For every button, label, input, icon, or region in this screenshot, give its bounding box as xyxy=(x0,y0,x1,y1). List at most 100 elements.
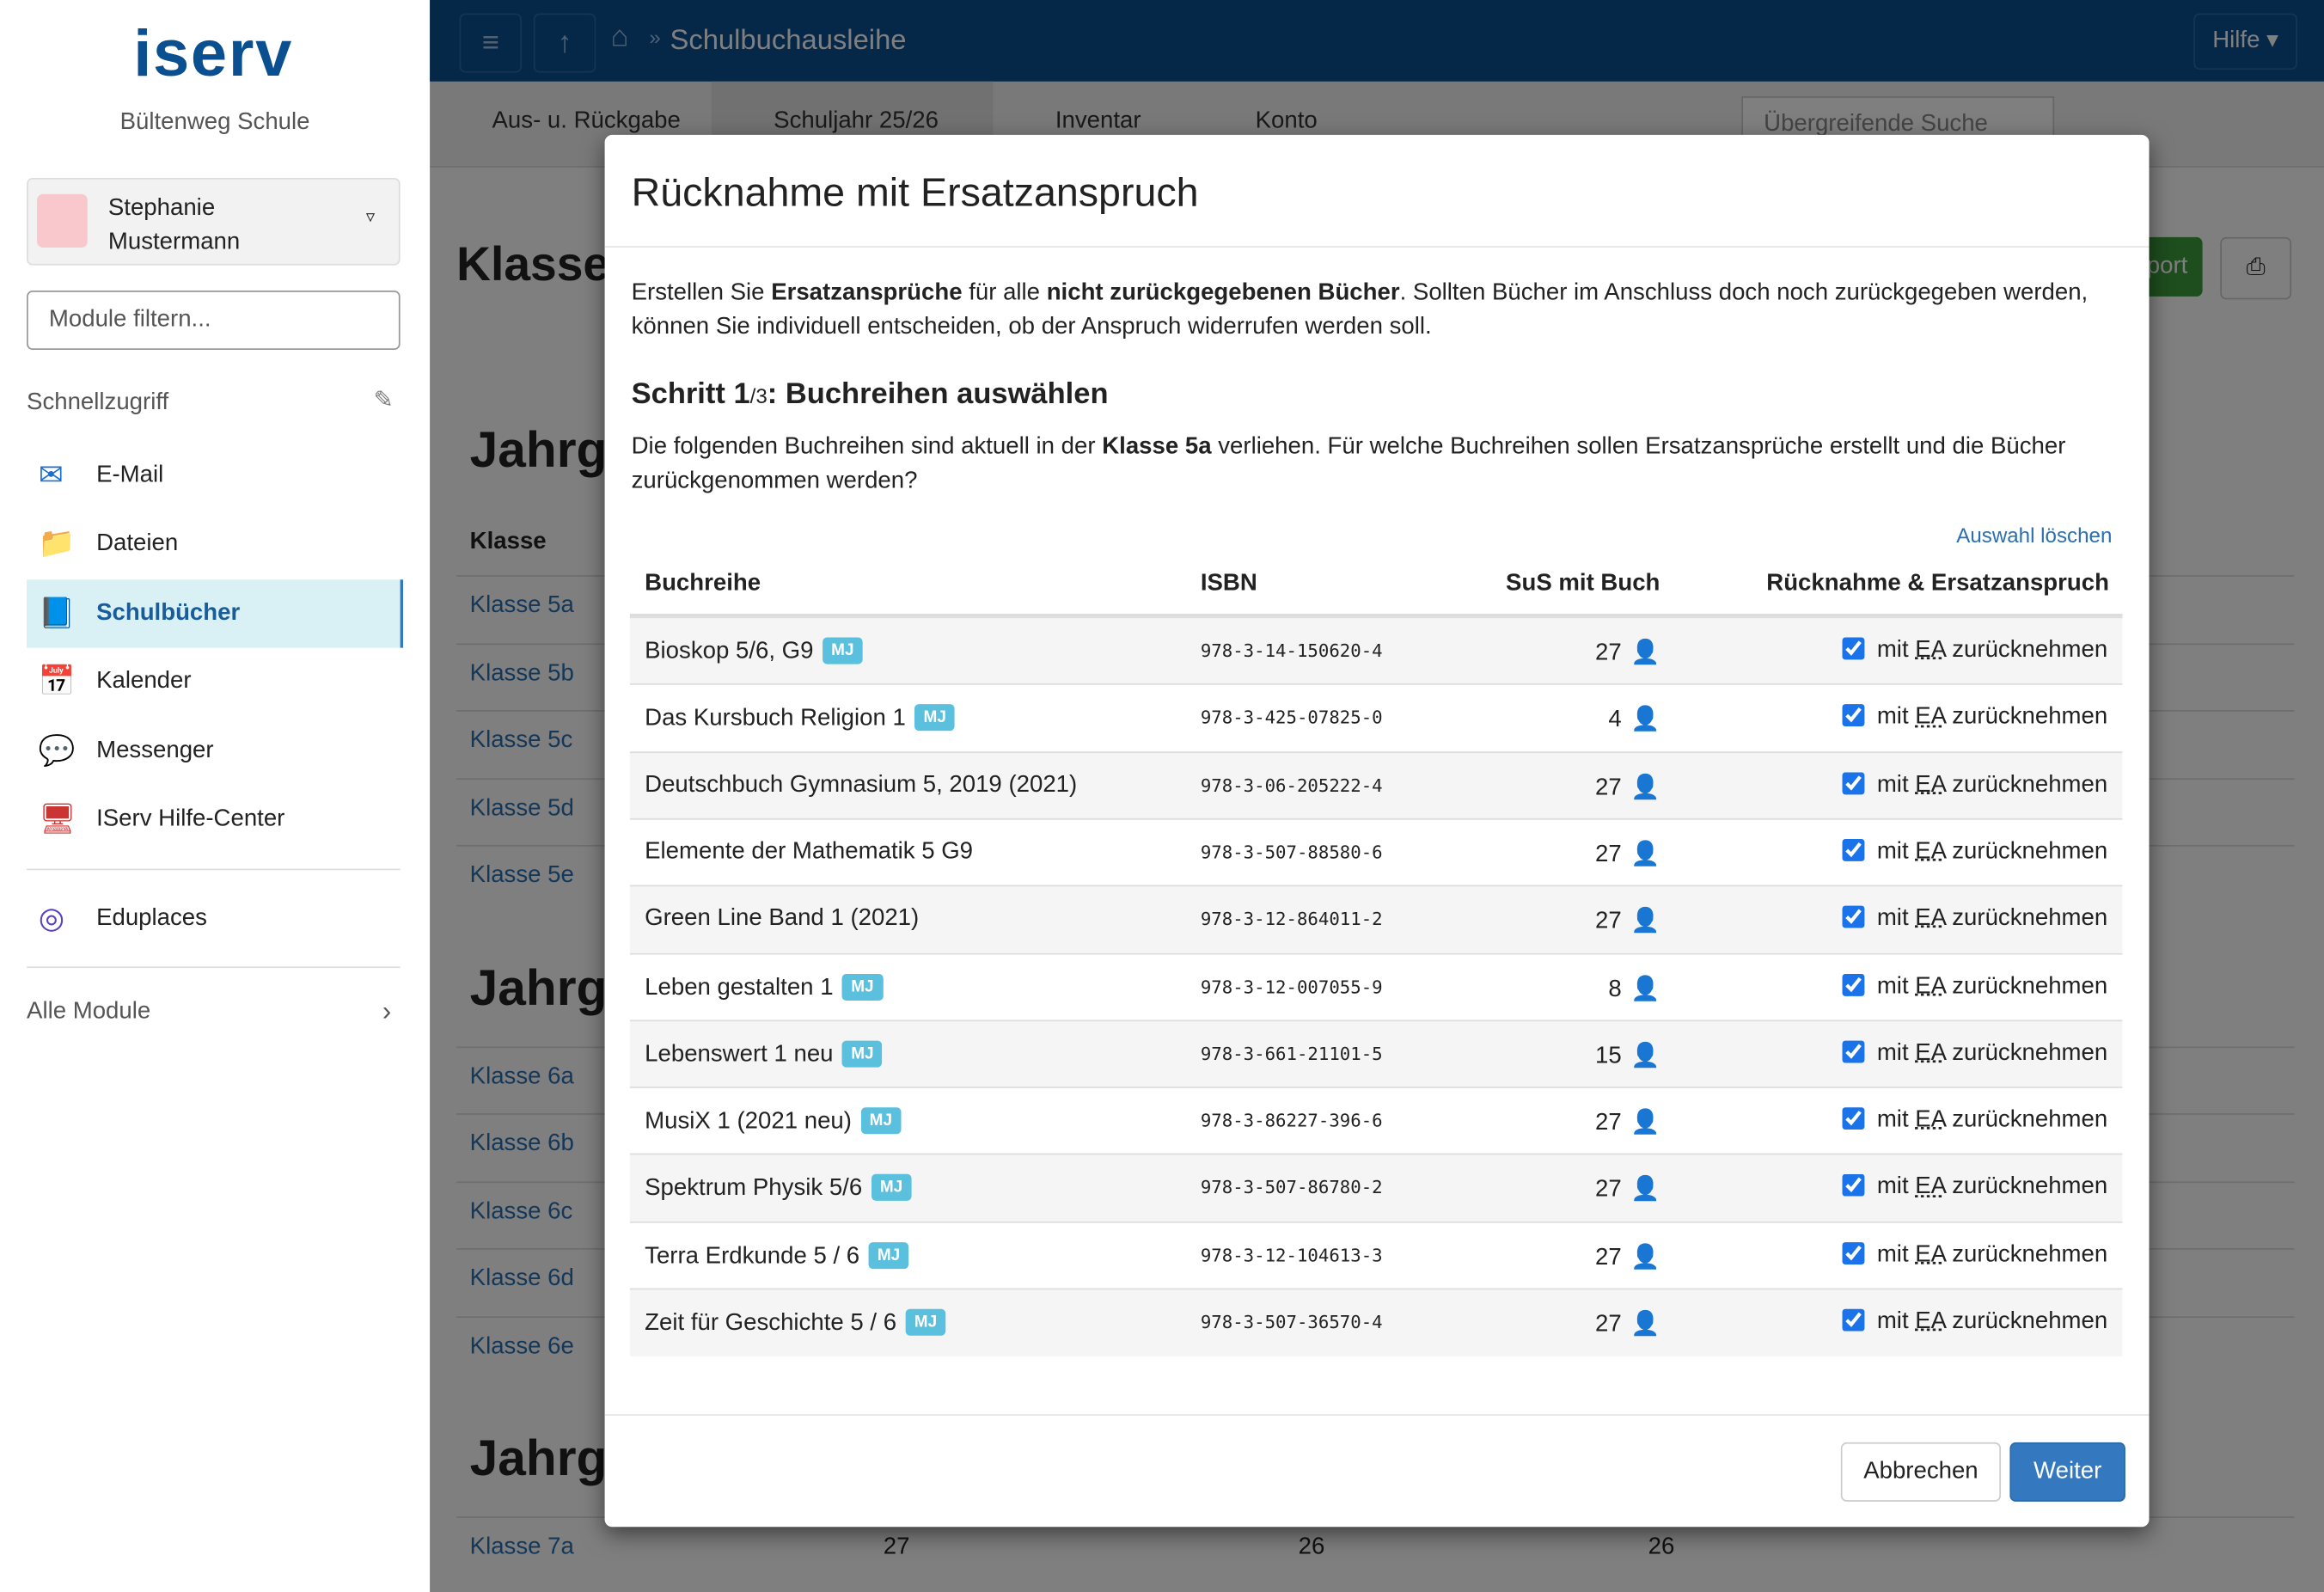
isbn: 978-3-12-104613-3 xyxy=(1200,1245,1383,1266)
checkbox[interactable] xyxy=(1843,1241,1866,1264)
person-icon: 👤 xyxy=(1630,775,1660,800)
checkbox[interactable] xyxy=(1843,1040,1866,1063)
check[interactable]: mit EA zurücknehmen xyxy=(1843,637,2108,664)
column-header: SuS mit Buch xyxy=(1506,570,1660,597)
column-header: ISBN xyxy=(1200,570,1257,597)
caret: ▿ xyxy=(365,205,376,227)
text: nicht zurückgegebenen Bücher xyxy=(1046,279,1400,306)
check[interactable]: mit EA zurücknehmen xyxy=(1843,905,2108,933)
book-title: MusiX 1 (2021 neu) xyxy=(645,1109,852,1135)
nav-label: Eduplaces xyxy=(96,905,207,931)
text: Erstellen Sie xyxy=(631,279,772,306)
check-text: zurücknehmen xyxy=(1945,1107,2108,1133)
badge: MJ xyxy=(860,1107,902,1135)
book-title: Green Line Band 1 (2021) xyxy=(645,905,920,932)
book-name: Spektrum Physik 5/6 MJ xyxy=(645,1174,912,1203)
person-icon: 👤 xyxy=(1630,1110,1660,1136)
check-text: zurücknehmen xyxy=(1945,771,2108,798)
nav-item[interactable]: 📁 Dateien xyxy=(27,511,401,579)
abbr: EA xyxy=(1915,1174,1946,1200)
check[interactable]: mit EA zurücknehmen xyxy=(1843,1107,2107,1134)
check[interactable]: mit EA zurücknehmen xyxy=(1843,1040,2107,1067)
abbr: EA xyxy=(1915,838,1946,865)
checkbox[interactable] xyxy=(1843,838,1866,861)
nav-item[interactable]: 📅 Kalender xyxy=(27,648,401,716)
check-text: mit xyxy=(1876,1174,1916,1200)
isbn: 978-3-507-88580-6 xyxy=(1200,842,1383,863)
check[interactable]: mit EA zurücknehmen xyxy=(1843,704,2108,732)
count-value: 27 xyxy=(1595,1312,1622,1338)
count-value: 27 xyxy=(1595,1110,1622,1136)
nav-label: E-Mail xyxy=(96,462,164,488)
edit-icon[interactable]: ✎ xyxy=(373,388,394,414)
person-icon: 👤 xyxy=(1630,1043,1660,1069)
checkbox[interactable] xyxy=(1843,973,1866,995)
check-text: zurücknehmen xyxy=(1945,838,2108,865)
text: für alle xyxy=(962,279,1047,306)
check-text: zurücknehmen xyxy=(1945,905,2108,932)
nav-item[interactable]: 🖥 IServ Hilfe-Center xyxy=(27,786,401,854)
checkbox[interactable] xyxy=(1843,1308,1866,1332)
table-row: Deutschbuch Gymnasium 5, 2019 (2021) 978-… xyxy=(629,750,2123,819)
count: 27 👤 xyxy=(1595,1107,1660,1136)
nav-item[interactable]: ✉ E-Mail xyxy=(27,442,401,510)
checkbox[interactable] xyxy=(1843,905,1866,928)
check-text: mit xyxy=(1876,905,1916,932)
book-title: Zeit für Geschichte 5 / 6 xyxy=(645,1310,897,1336)
checkbox[interactable] xyxy=(1843,771,1866,794)
isbn: 978-3-86227-396-6 xyxy=(1200,1110,1383,1131)
table-row: Green Line Band 1 (2021) 978-3-12-864011-… xyxy=(629,885,2123,954)
check-text: zurücknehmen xyxy=(1945,637,2108,663)
checkbox[interactable] xyxy=(1843,1107,1866,1130)
person-icon: 👤 xyxy=(1630,1245,1660,1271)
clear-selection[interactable]: Auswahl löschen xyxy=(1956,523,2113,548)
nav-item[interactable]: 📘 Schulbücher xyxy=(27,579,404,648)
person-icon: 👤 xyxy=(1630,1312,1660,1338)
check[interactable]: mit EA zurücknehmen xyxy=(1843,1174,2107,1201)
text: Schritt 1 xyxy=(631,377,750,411)
cancel-button[interactable]: Abbrechen xyxy=(1840,1442,2002,1502)
table-row: Terra Erdkunde 5 / 6 MJ 978-3-12-104613-3 2… xyxy=(629,1221,2123,1289)
book-name: Lebenswert 1 neu MJ xyxy=(645,1040,883,1068)
isbn: 978-3-661-21101-5 xyxy=(1200,1043,1383,1064)
abbr: EA xyxy=(1915,704,1946,730)
quick-access-label: Schnellzugriff xyxy=(27,389,169,415)
check-text: zurücknehmen xyxy=(1945,704,2108,730)
checkbox[interactable] xyxy=(1843,1174,1866,1197)
check[interactable]: mit EA zurücknehmen xyxy=(1843,1241,2107,1269)
check[interactable]: mit EA zurücknehmen xyxy=(1843,771,2108,799)
nav-item[interactable]: ◎ Eduplaces xyxy=(27,885,401,953)
abbr: EA xyxy=(1915,1241,1946,1267)
text: : Buchreihen auswählen xyxy=(767,377,1109,411)
book-name: Das Kursbuch Religion 1 MJ xyxy=(645,704,956,733)
count: 27 👤 xyxy=(1595,638,1660,667)
text: Klasse 5a xyxy=(1102,434,1212,460)
checkbox[interactable] xyxy=(1843,637,1866,660)
person-icon: 👤 xyxy=(1630,976,1660,1001)
count: 4 👤 xyxy=(1608,705,1660,734)
check[interactable]: mit EA zurücknehmen xyxy=(1843,838,2108,866)
all-modules[interactable]: Alle Module xyxy=(27,999,151,1025)
module-filter[interactable]: Module filtern... xyxy=(27,291,401,350)
book-title: Leben gestalten 1 xyxy=(645,974,834,1001)
check[interactable]: mit EA zurücknehmen xyxy=(1843,973,2107,1000)
book-name: MusiX 1 (2021 neu) MJ xyxy=(645,1107,902,1136)
next-button[interactable]: Weiter xyxy=(2009,1442,2125,1502)
nav-item[interactable]: 💬 Messenger xyxy=(27,717,401,785)
table-row: Leben gestalten 1 MJ 978-3-12-007055-9 8 👤 mi… xyxy=(629,952,2123,1020)
abbr: EA xyxy=(1915,637,1946,663)
badge: MJ xyxy=(868,1241,909,1269)
badge: MJ xyxy=(822,637,863,664)
check[interactable]: mit EA zurücknehmen xyxy=(1843,1308,2107,1336)
badge: MJ xyxy=(914,704,956,732)
count: 27 👤 xyxy=(1595,772,1660,801)
divider xyxy=(27,868,401,871)
checkbox[interactable] xyxy=(1843,704,1866,727)
check-text: mit xyxy=(1876,771,1916,798)
step-heading: Schritt 1/3: Buchreihen auswählen xyxy=(632,378,1109,413)
book-title: Elemente der Mathematik 5 G9 xyxy=(645,838,974,865)
text: /3 xyxy=(749,383,768,408)
table-row: Das Kursbuch Religion 1 MJ 978-3-425-07825… xyxy=(629,683,2123,752)
user-menu[interactable]: Stephanie Mustermann ▿ xyxy=(27,177,401,266)
book-name: Bioskop 5/6, G9 MJ xyxy=(645,637,863,666)
